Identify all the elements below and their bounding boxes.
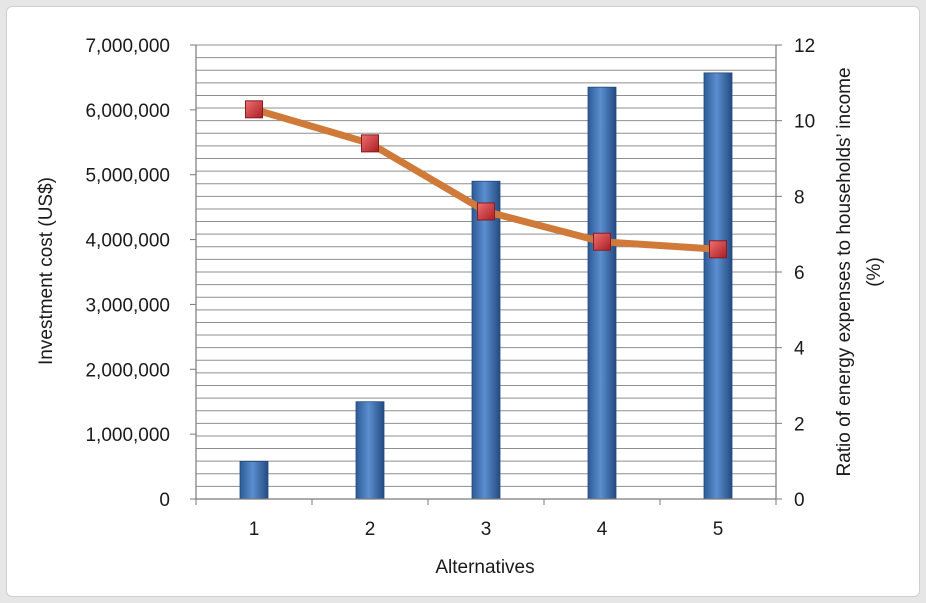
- y-axis-title: Investment cost (US$): [36, 177, 57, 365]
- y-tick-label: 7,000,000: [85, 36, 170, 57]
- y-tick-label: 4,000,000: [85, 231, 170, 252]
- right-axis-ticks: 0 2 4 6 8 10 12: [776, 36, 815, 511]
- bar: [471, 180, 501, 500]
- y2-tick-label: 8: [794, 187, 805, 208]
- line-marker: [361, 134, 379, 153]
- y-tick-label: 2,000,000: [85, 360, 170, 381]
- y-tick-label: 1,000,000: [85, 425, 170, 446]
- bar: [703, 72, 733, 500]
- y2-tick-label: 4: [794, 339, 805, 360]
- y-tick-label: 5,000,000: [85, 166, 170, 187]
- line-series: [245, 100, 727, 259]
- bar: [355, 401, 385, 500]
- y2-tick-label: 6: [794, 263, 805, 284]
- x-axis-ticks: 1 2 3 4 5: [195, 499, 777, 540]
- x-tick-label: 3: [481, 519, 492, 540]
- x-tick-label: 5: [713, 519, 724, 540]
- x-tick-label: 4: [597, 519, 608, 540]
- y2-axis-title-unit: (%): [864, 257, 885, 287]
- y-tick-label: 0: [159, 490, 170, 511]
- line-marker: [709, 240, 727, 259]
- y2-tick-label: 0: [794, 490, 805, 511]
- y2-axis-title: Ratio of energy expenses to households’ …: [834, 67, 855, 476]
- line-marker: [593, 232, 611, 251]
- x-tick-label: 1: [249, 519, 260, 540]
- bar: [239, 460, 269, 500]
- bar-series: [239, 72, 733, 500]
- x-tick-label: 2: [365, 519, 376, 540]
- left-axis-ticks: 0 1,000,000 2,000,000 3,000,000 4,000,000 5,0…: [85, 36, 196, 511]
- y2-tick-label: 12: [794, 36, 815, 57]
- line-marker: [245, 100, 263, 119]
- y-tick-label: 3,000,000: [85, 295, 170, 316]
- bar: [587, 86, 617, 500]
- y2-tick-label: 2: [794, 414, 805, 435]
- line-marker: [477, 202, 495, 221]
- y2-tick-label: 10: [794, 112, 815, 133]
- y-tick-label: 6,000,000: [85, 101, 170, 122]
- x-axis-title: Alternatives: [435, 557, 534, 578]
